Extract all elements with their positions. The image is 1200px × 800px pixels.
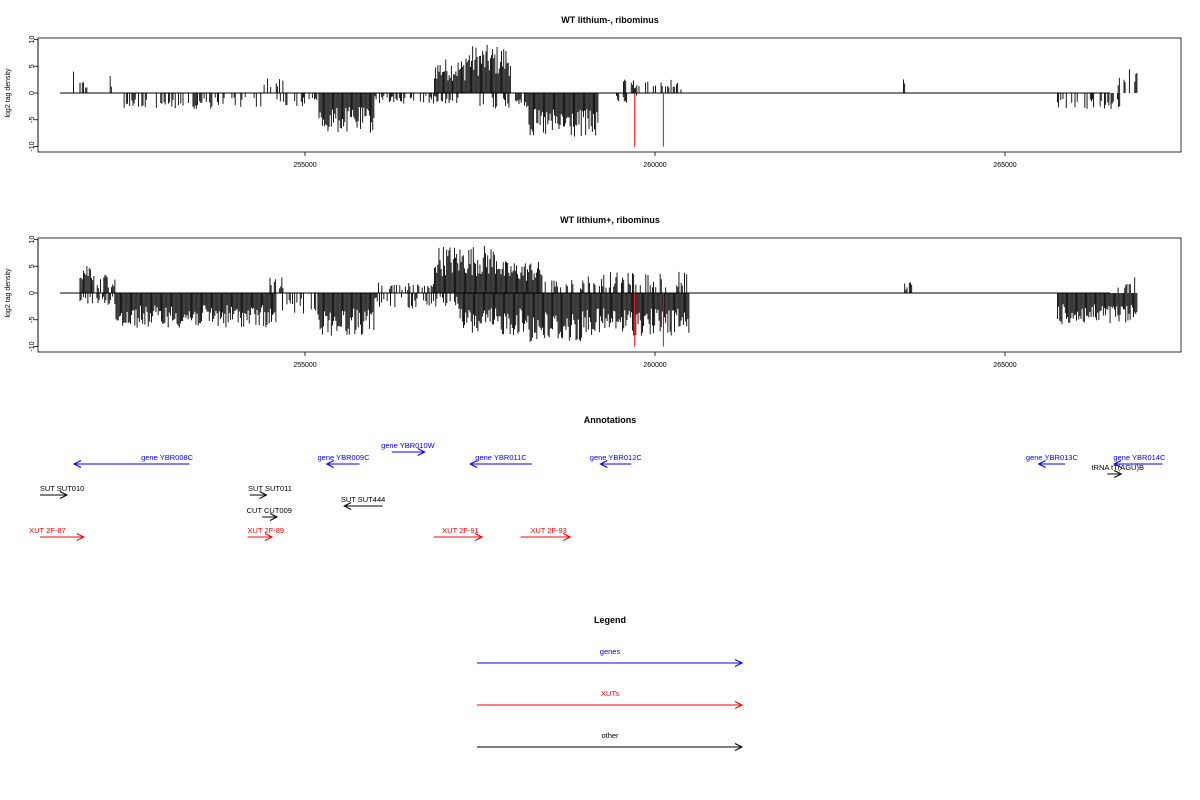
x-axis: 255000 260000 265000 (293, 152, 1017, 169)
annotations-title: Annotations (584, 415, 637, 425)
annotation-feature: gene YBR009C (318, 453, 371, 468)
y-tick-label: 0 (29, 291, 36, 295)
chart-title: WT lithium-, ribominus (561, 15, 659, 25)
feature-arrowhead (563, 533, 572, 541)
legend-item: XUTs (477, 689, 744, 709)
annotation-feature: SUT SUT444 (341, 495, 385, 510)
feature-arrowhead (269, 513, 279, 521)
feature-label: gene YBR009C (318, 453, 371, 462)
annotation-features: gene YBR008C gene YBR009C gene YBR010W gene… (29, 441, 1166, 541)
y-tick-label: 10 (29, 36, 36, 44)
feature-label: XUT 2F-91 (442, 526, 479, 535)
annotation-feature: XUT 2F-93 (520, 526, 572, 541)
annotation-feature: XUT 2F-89 (248, 526, 285, 541)
annotations-panel: Annotations gene YBR008C gene YBR009Cgene… (29, 415, 1166, 541)
y-axis-label: log2 tag density (5, 268, 12, 318)
legend-item: genes (477, 647, 744, 667)
legend-arrowhead (734, 659, 744, 667)
annotation-feature: SUT SUT010 (40, 484, 84, 499)
feature-arrowhead (59, 491, 69, 499)
feature-arrowhead (599, 460, 608, 468)
x-tick-label: 255000 (293, 162, 316, 169)
legend-label: XUTs (601, 689, 619, 698)
y-tick-label: -10 (29, 341, 36, 351)
legend-label: genes (600, 647, 621, 656)
feature-label: gene YBR011C (475, 453, 527, 462)
density-bars (60, 44, 1138, 147)
feature-label: XUT 2F-87 (29, 526, 66, 535)
annotation-feature: gene YBR012C (590, 453, 643, 468)
feature-label: gene YBR012C (590, 453, 643, 462)
feature-arrowhead (72, 460, 82, 468)
annotation-feature: tRNA tT(AGU)B (1091, 463, 1144, 478)
feature-label: SUT SUT444 (341, 495, 385, 504)
chart-panel-lithium-plus: WT lithium+, ribominus log2 tag density … (5, 215, 1182, 369)
annotation-feature: gene YBR011C (469, 453, 532, 468)
feature-label: gene YBR010W (381, 441, 436, 450)
y-axis: 10 5 0 -5 -10 (29, 236, 39, 352)
feature-label: gene YBR014C (1113, 453, 1166, 462)
feature-arrowhead (259, 491, 268, 499)
feature-label: SUT SUT010 (40, 484, 84, 493)
feature-label: XUT 2F-93 (530, 526, 567, 535)
feature-arrowhead (264, 533, 274, 541)
x-tick-label: 260000 (643, 162, 666, 169)
legend-items: genes XUTs other (477, 647, 744, 751)
legend-arrowhead (734, 743, 744, 751)
x-axis: 255000 260000 265000 (293, 352, 1017, 369)
feature-arrowhead (417, 448, 426, 456)
annotation-feature: gene YBR008C (72, 453, 194, 468)
y-axis-label: log2 tag density (5, 68, 12, 118)
annotation-feature: SUT SUT011 (248, 484, 292, 499)
feature-arrowhead (325, 460, 334, 468)
feature-label: tRNA tT(AGU)B (1091, 463, 1144, 472)
feature-label: gene YBR008C (141, 453, 194, 462)
x-tick-label: 255000 (293, 362, 316, 369)
feature-label: gene YBR013C (1026, 453, 1079, 462)
y-tick-label: 0 (29, 91, 36, 95)
legend: Legend genes XUTs other (477, 615, 744, 751)
chart-panel-lithium-minus: WT lithium-, ribominus log2 tag density … (5, 15, 1182, 169)
density-bars (60, 246, 1138, 347)
legend-title: Legend (594, 615, 626, 625)
y-tick-label: 5 (29, 64, 36, 68)
x-tick-label: 265000 (993, 362, 1016, 369)
chart-title: WT lithium+, ribominus (560, 215, 660, 225)
annotation-feature: gene YBR014C (1113, 453, 1166, 468)
annotation-feature: XUT 2F-91 (433, 526, 484, 541)
feature-arrowhead (1113, 470, 1123, 478)
feature-arrowhead (76, 533, 85, 541)
x-tick-label: 265000 (993, 162, 1016, 169)
annotation-feature: gene YBR013C (1026, 453, 1079, 468)
feature-label: CUT CUT009 (247, 506, 292, 515)
annotation-feature: XUT 2F-87 (29, 526, 85, 541)
y-tick-label: -5 (29, 117, 36, 123)
x-tick-label: 260000 (643, 362, 666, 369)
y-tick-label: -5 (29, 317, 36, 323)
feature-arrowhead (469, 460, 478, 468)
legend-item: other (477, 731, 744, 751)
feature-label: XUT 2F-89 (248, 526, 285, 535)
feature-label: SUT SUT011 (248, 484, 292, 493)
annotation-feature: CUT CUT009 (247, 506, 292, 521)
annotation-feature: gene YBR010W (381, 441, 436, 456)
feature-arrowhead (1037, 460, 1046, 468)
y-tick-label: 5 (29, 264, 36, 268)
feature-arrowhead (343, 502, 352, 510)
legend-label: other (601, 731, 619, 740)
feature-arrowhead (474, 533, 484, 541)
legend-arrowhead (734, 701, 744, 709)
y-tick-label: 10 (29, 236, 36, 244)
feature-arrowhead (1113, 460, 1122, 468)
y-axis: 10 5 0 -5 -10 (29, 36, 39, 152)
y-tick-label: -10 (29, 141, 36, 151)
